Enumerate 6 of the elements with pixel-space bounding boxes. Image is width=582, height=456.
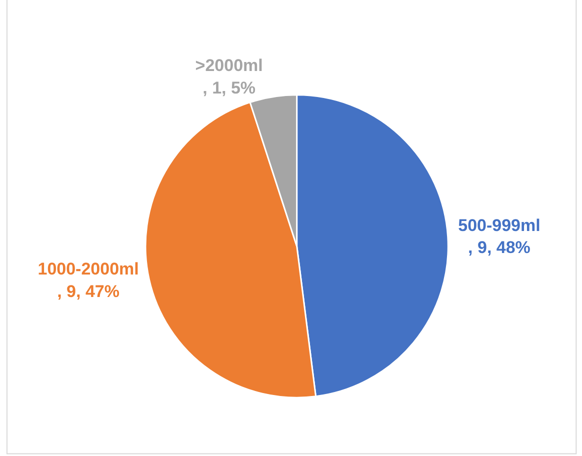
slice-label: 1000-2000ml	[38, 260, 139, 279]
slice-label: 500-999ml	[458, 216, 540, 236]
data-label: , 9, 48%	[468, 238, 530, 258]
data-label: , 1, 5%	[202, 78, 256, 98]
data-label: , 9, 47%	[57, 282, 120, 301]
slice-label: >2000ml	[195, 56, 263, 76]
